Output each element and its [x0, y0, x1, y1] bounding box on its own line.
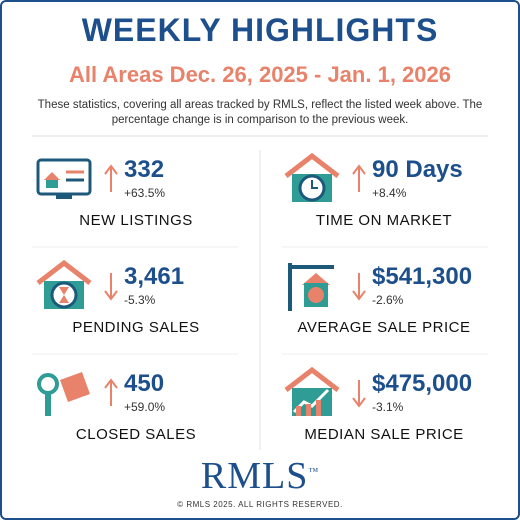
trend-arrow — [352, 273, 366, 301]
stat-change: +8.4% — [372, 186, 407, 200]
stat-value: 450 — [124, 370, 165, 397]
stat-icon — [284, 366, 340, 416]
stat-icon — [288, 263, 334, 311]
stat-change: -5.3% — [124, 293, 156, 307]
stat-label: CLOSED SALES — [75, 426, 197, 443]
stat-icon — [37, 372, 90, 416]
stat-label: TIME ON MARKET — [315, 212, 453, 229]
stat-card: 450 +59.0% CLOSED SALES — [26, 362, 266, 462]
stat-card: $475,000 -3.1% MEDIAN SALE PRICE — [274, 362, 514, 462]
stat-change: -3.1% — [372, 400, 404, 414]
trend-arrow — [352, 164, 366, 192]
stat-label: MEDIAN SALE PRICE — [304, 426, 464, 443]
stat-label: AVERAGE SALE PRICE — [297, 319, 471, 336]
logo: RMLS™ — [200, 455, 320, 497]
trend-arrow — [352, 380, 366, 408]
stat-change: -2.6% — [372, 293, 404, 307]
subtitle: All Areas Dec. 26, 2025 - Jan. 1, 2026 — [69, 62, 451, 87]
stat-card: 332 +63.5% NEW LISTINGS — [26, 148, 266, 248]
title: WEEKLY HIGHLIGHTS — [81, 12, 439, 48]
copyright: © RMLS 2025. ALL RIGHTS RESERVED. — [177, 500, 343, 509]
stat-change: +63.5% — [124, 186, 166, 200]
stat-value: $541,300 — [372, 263, 473, 290]
stat-icon — [36, 259, 92, 309]
stat-icon — [284, 152, 340, 202]
description: These statistics, covering all areas tra… — [37, 99, 483, 126]
stat-change: +59.0% — [124, 400, 166, 414]
trend-arrow — [104, 164, 118, 192]
stat-icon — [36, 158, 92, 199]
stat-label: PENDING SALES — [72, 319, 200, 336]
trend-arrow — [104, 378, 118, 406]
trend-arrow — [104, 273, 118, 301]
stat-card: 3,461 -5.3% PENDING SALES — [26, 255, 266, 355]
stat-card: 90 Days +8.4% TIME ON MARKET — [274, 148, 514, 248]
stat-value: 90 Days — [372, 156, 463, 183]
stat-value: $475,000 — [372, 370, 473, 397]
stat-value: 332 — [124, 156, 165, 183]
stat-value: 3,461 — [124, 263, 185, 290]
stat-label: NEW LISTINGS — [79, 212, 193, 229]
stat-card: $541,300 -2.6% AVERAGE SALE PRICE — [274, 255, 514, 355]
